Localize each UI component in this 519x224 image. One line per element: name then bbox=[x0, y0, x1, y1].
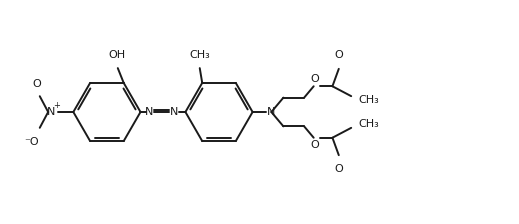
Text: +: + bbox=[53, 101, 60, 110]
Text: N: N bbox=[170, 107, 178, 117]
Text: O: O bbox=[310, 140, 319, 150]
Text: CH₃: CH₃ bbox=[189, 50, 210, 60]
Text: O: O bbox=[334, 164, 343, 174]
Text: CH₃: CH₃ bbox=[358, 119, 379, 129]
Text: ⁻O: ⁻O bbox=[24, 137, 39, 147]
Text: CH₃: CH₃ bbox=[358, 95, 379, 105]
Text: N: N bbox=[267, 107, 276, 117]
Text: O: O bbox=[32, 79, 41, 89]
Text: N: N bbox=[46, 107, 55, 117]
Text: N: N bbox=[145, 107, 154, 117]
Text: O: O bbox=[310, 74, 319, 84]
Text: OH: OH bbox=[108, 50, 126, 60]
Text: O: O bbox=[334, 50, 343, 60]
